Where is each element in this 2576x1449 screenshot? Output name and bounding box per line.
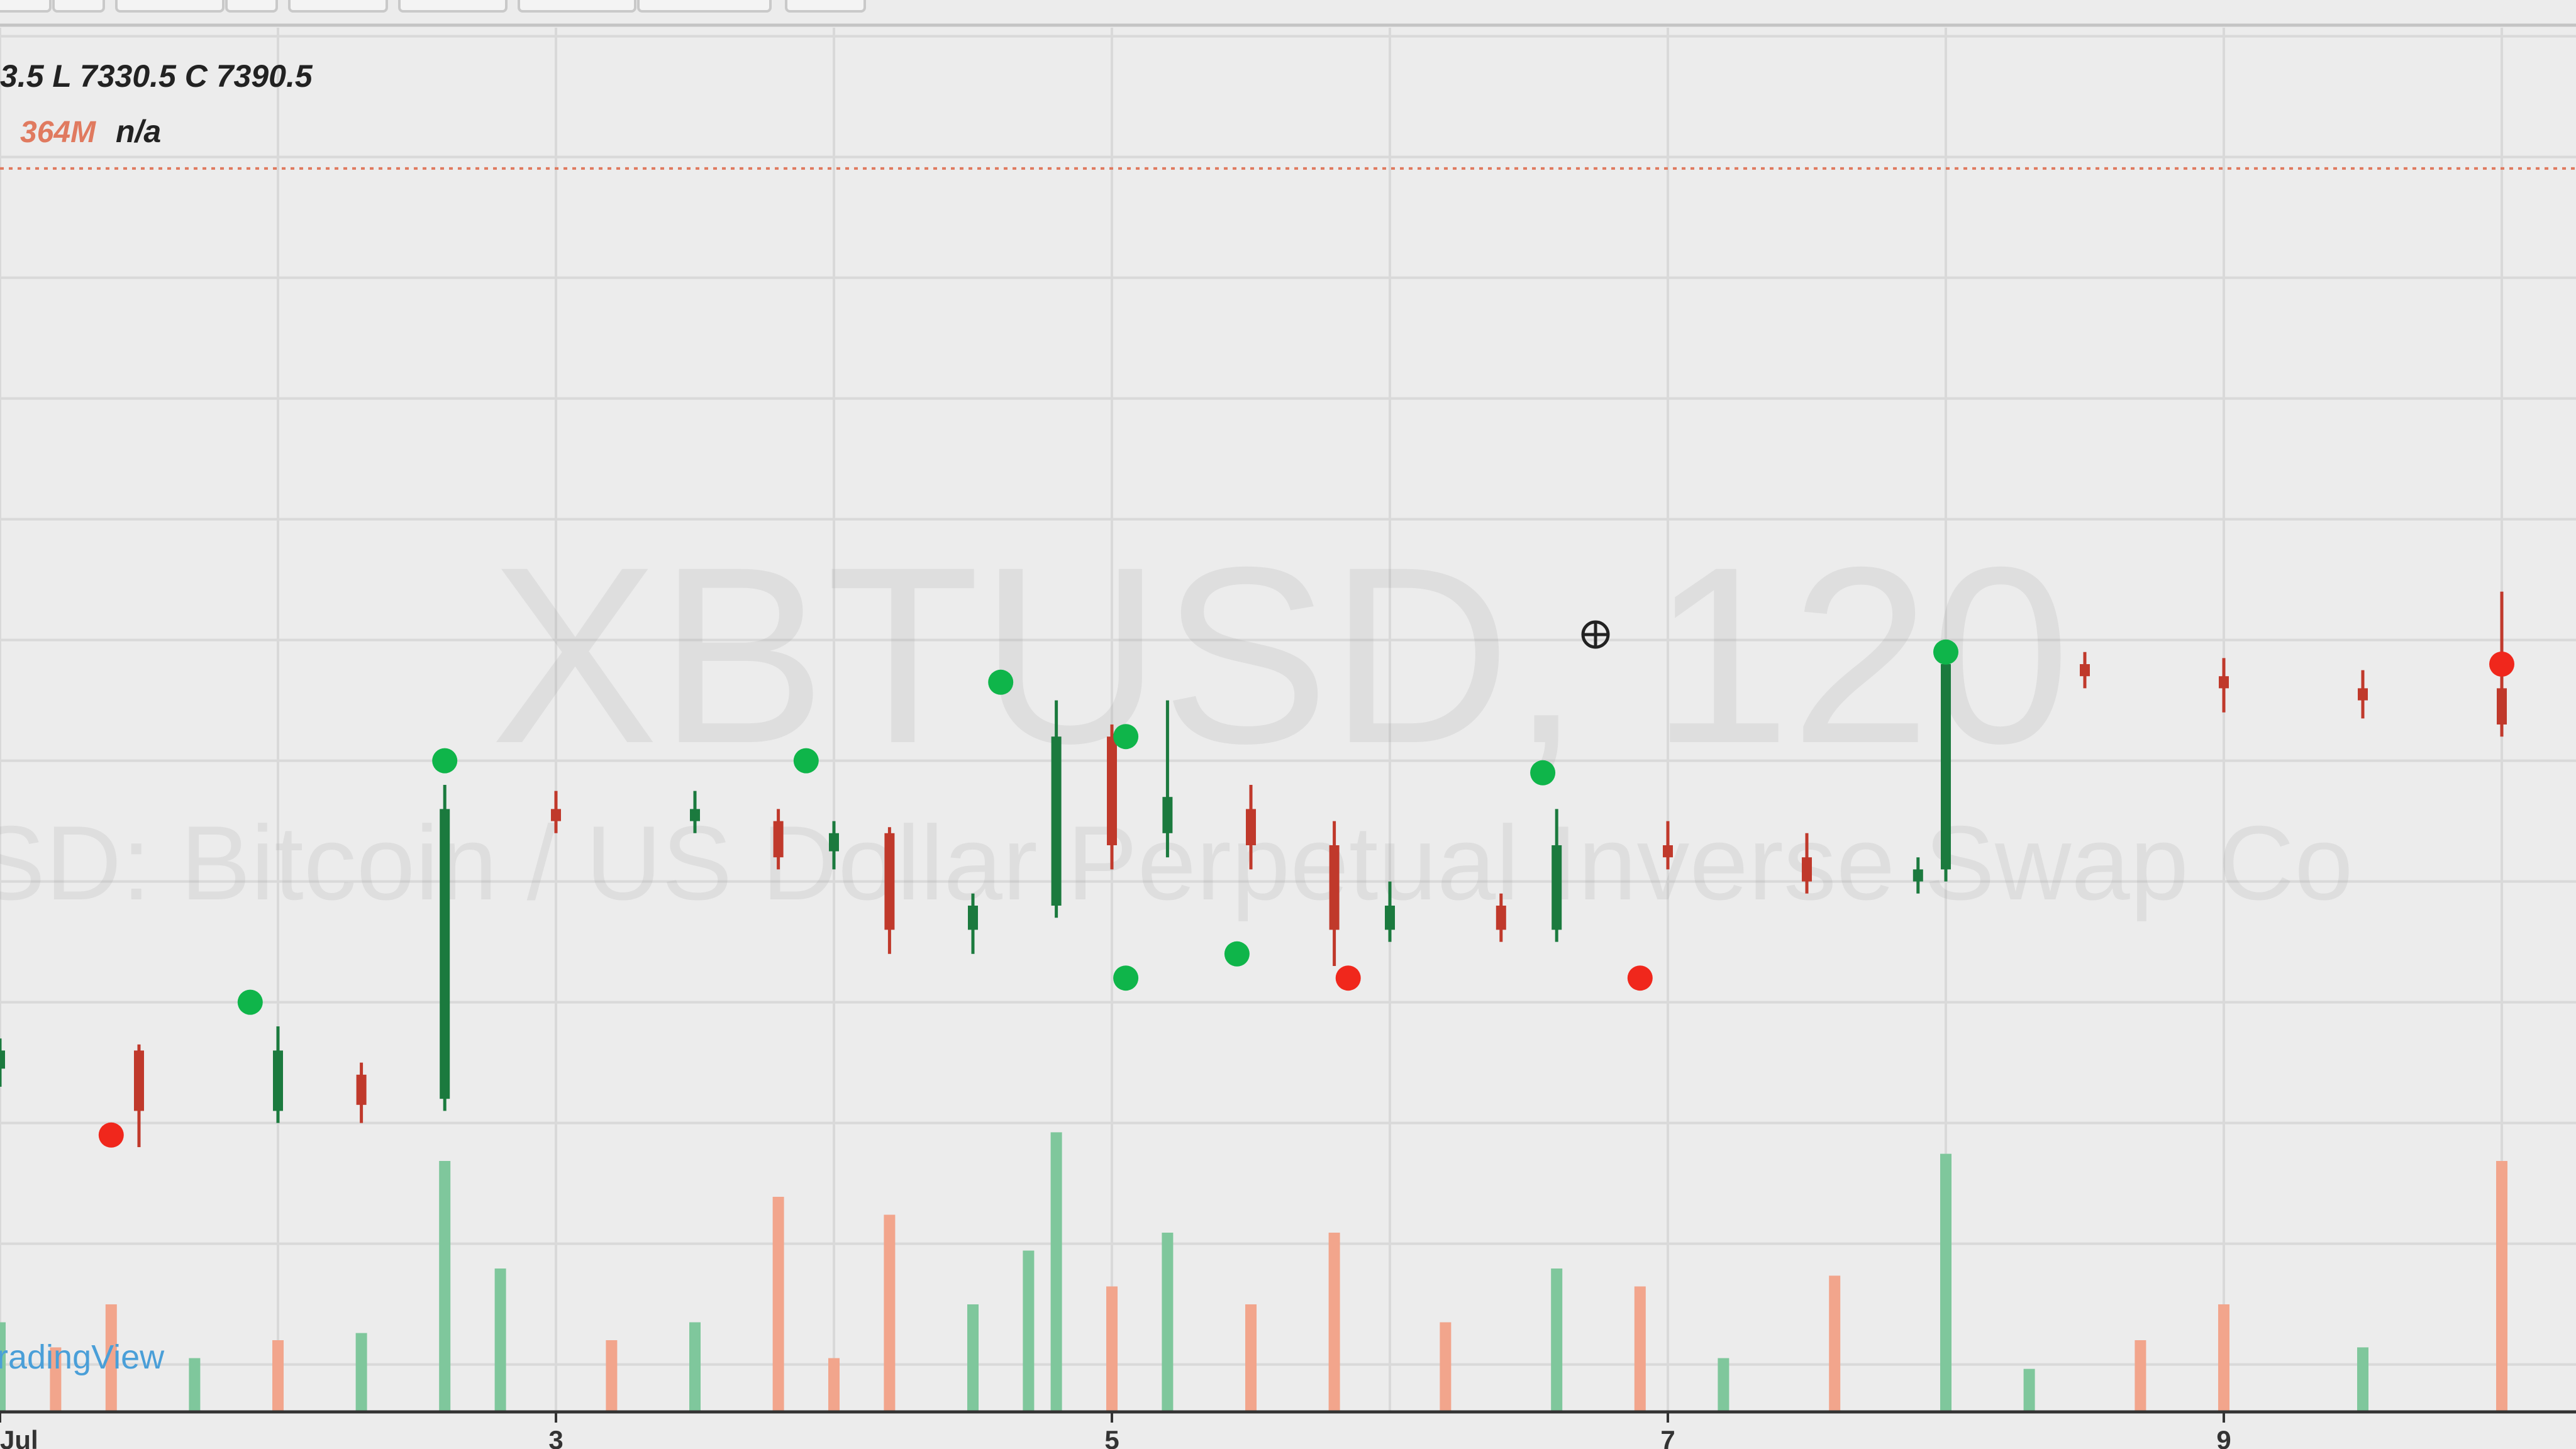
ohlc-legend: 3.5 L 7330.5 C 7390.5 bbox=[0, 58, 313, 94]
time-axis-label: Jul bbox=[0, 1425, 38, 1449]
volume-bar bbox=[272, 1340, 284, 1412]
marker-up bbox=[988, 669, 1014, 695]
volume-bar bbox=[1245, 1304, 1257, 1412]
candle-body bbox=[2080, 664, 2090, 677]
signal-markers bbox=[98, 639, 2514, 1148]
marker-down bbox=[98, 1122, 124, 1148]
volume-bar bbox=[439, 1161, 451, 1412]
volume-bar bbox=[494, 1269, 506, 1412]
candle-body bbox=[1051, 736, 1062, 906]
toolbar-button[interactable] bbox=[637, 0, 772, 13]
volume-bar bbox=[1634, 1286, 1646, 1412]
candle-body bbox=[1913, 869, 1923, 882]
time-axis-label: 3 bbox=[548, 1425, 563, 1449]
volume-bar bbox=[0, 1322, 6, 1412]
volume-bar bbox=[689, 1322, 701, 1412]
volume-bar bbox=[50, 1347, 62, 1412]
volume-bar bbox=[355, 1333, 367, 1412]
time-axis-label: 5 bbox=[1104, 1425, 1119, 1449]
marker-up bbox=[1933, 639, 1958, 665]
watermark-description: SD: Bitcoin / US Dollar Perpetual Invers… bbox=[0, 804, 2353, 922]
volume-legend-value: 364M bbox=[20, 116, 96, 149]
brand-logo[interactable]: radingView bbox=[0, 1338, 165, 1376]
toolbar-button[interactable] bbox=[398, 0, 508, 13]
candle-body bbox=[2219, 676, 2229, 689]
volume-bar bbox=[105, 1304, 117, 1412]
volume-legend-na: n/a bbox=[116, 114, 161, 149]
toolbar-button[interactable] bbox=[225, 0, 278, 13]
volume-bar bbox=[1328, 1233, 1340, 1412]
volume-bar bbox=[967, 1304, 979, 1412]
marker-up bbox=[1113, 724, 1139, 750]
marker-down bbox=[1627, 965, 1653, 991]
time-axis-label: 9 bbox=[2216, 1425, 2231, 1449]
volume-bar bbox=[1551, 1269, 1563, 1412]
candle-body bbox=[1663, 845, 1673, 858]
candle-body bbox=[551, 809, 561, 821]
volume-bar bbox=[2135, 1340, 2146, 1412]
volume-bar bbox=[1050, 1132, 1062, 1412]
volume-bar bbox=[1440, 1322, 1452, 1412]
toolbar-button[interactable] bbox=[52, 0, 105, 13]
toolbar-button[interactable] bbox=[785, 0, 866, 13]
marker-up bbox=[237, 989, 263, 1015]
marker-up bbox=[1530, 760, 1556, 786]
candle-body bbox=[1552, 845, 1562, 930]
volume-bar bbox=[828, 1358, 840, 1412]
candle-body bbox=[1246, 809, 1256, 845]
candle-body bbox=[134, 1050, 144, 1111]
candle-body bbox=[1802, 857, 1812, 882]
candle-body bbox=[1941, 664, 1951, 870]
candle-body bbox=[829, 833, 839, 852]
candle-body bbox=[440, 809, 450, 1099]
candle-body bbox=[0, 1050, 5, 1069]
candle-body bbox=[273, 1050, 283, 1111]
volume-bar bbox=[2218, 1304, 2229, 1412]
candle-body bbox=[884, 833, 895, 930]
candle-body bbox=[1107, 736, 1117, 845]
volume-bar bbox=[2023, 1368, 2035, 1412]
candle-body bbox=[1385, 906, 1395, 930]
marker-up bbox=[1113, 965, 1139, 991]
marker-up bbox=[793, 748, 819, 774]
toolbar-button[interactable] bbox=[518, 0, 636, 13]
toolbar-button[interactable] bbox=[288, 0, 388, 13]
toolbar-button[interactable] bbox=[115, 0, 225, 13]
marker-up bbox=[432, 748, 458, 774]
volume-bar bbox=[772, 1197, 784, 1412]
volume-bars bbox=[0, 1132, 2507, 1412]
candlesticks bbox=[0, 591, 2507, 1147]
watermark-symbol: XBTUSD, 120 bbox=[491, 514, 2070, 796]
volume-bar bbox=[2496, 1161, 2507, 1412]
volume-bar bbox=[606, 1340, 618, 1412]
top-toolbar[interactable] bbox=[0, 0, 2576, 27]
candle-body bbox=[2497, 688, 2507, 724]
crosshair-cursor-icon[interactable] bbox=[1581, 620, 1610, 649]
candle-body bbox=[2358, 688, 2368, 701]
candle-body bbox=[1329, 845, 1340, 930]
marker-up bbox=[1224, 941, 1250, 967]
candle-body bbox=[690, 809, 700, 821]
candle-body bbox=[968, 906, 978, 930]
volume-bar bbox=[189, 1358, 201, 1412]
volume-bar bbox=[1023, 1250, 1035, 1412]
volume-bar bbox=[2357, 1347, 2368, 1412]
candle-body bbox=[356, 1074, 367, 1105]
volume-bar bbox=[1162, 1233, 1174, 1412]
volume-bar bbox=[1106, 1286, 1118, 1412]
volume-bar bbox=[1829, 1275, 1841, 1412]
marker-down bbox=[1335, 965, 1361, 991]
candle-body bbox=[1162, 797, 1173, 833]
candle-body bbox=[1496, 906, 1506, 930]
marker-down bbox=[2489, 652, 2514, 677]
toolbar-button[interactable] bbox=[0, 0, 52, 13]
volume-bar bbox=[1718, 1358, 1729, 1412]
candle-body bbox=[773, 821, 784, 858]
volume-bar bbox=[884, 1214, 896, 1412]
volume-bar bbox=[1940, 1153, 1951, 1412]
time-axis: Jul35791113151719 bbox=[0, 1412, 2231, 1449]
time-axis-label: 7 bbox=[1660, 1425, 1675, 1449]
